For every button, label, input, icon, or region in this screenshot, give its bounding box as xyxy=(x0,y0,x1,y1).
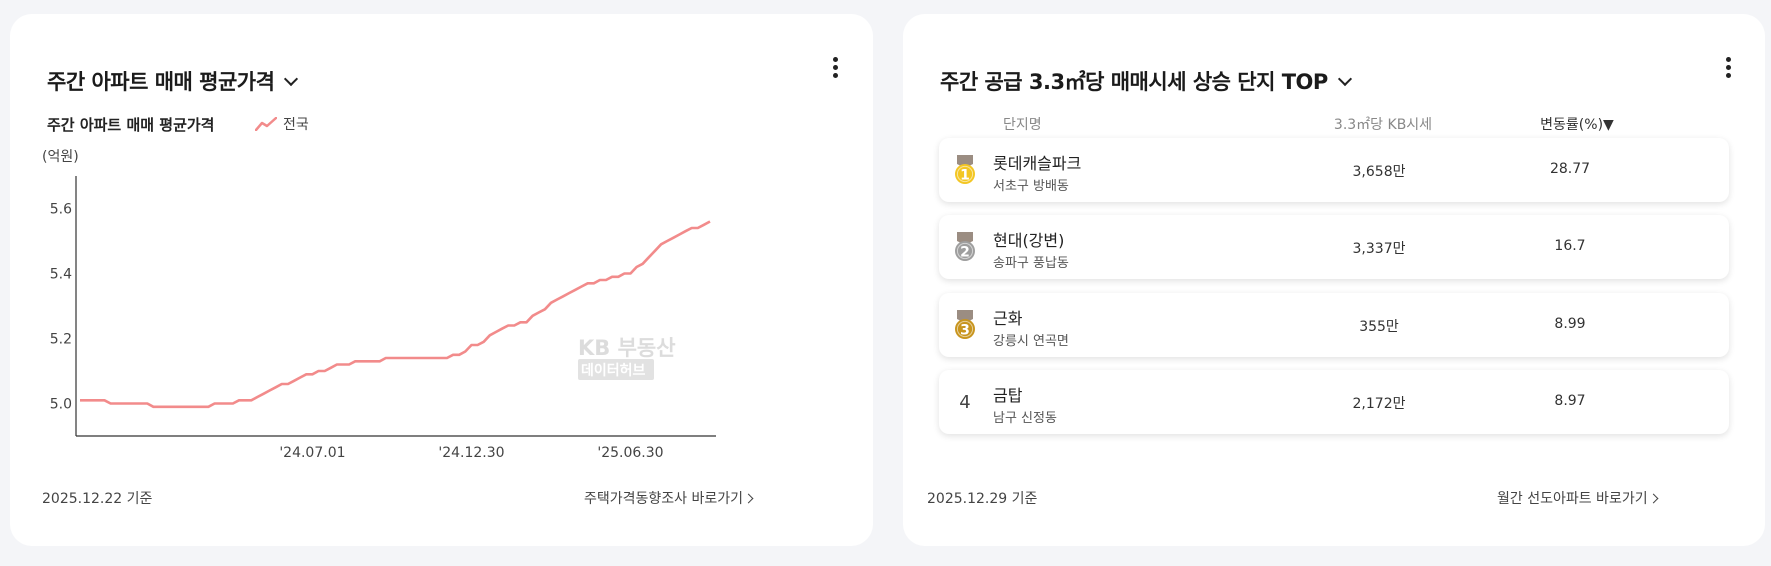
complex-address: 송파구 풍납동 xyxy=(993,256,1069,271)
complex-name: 롯데캐슬파크 xyxy=(993,154,1082,173)
column-header-name: 단지명 xyxy=(1003,117,1042,133)
gold-medal-icon: 1 xyxy=(955,155,975,184)
data-date: 2025.12.29 기준 xyxy=(927,491,1038,507)
rank-number: 3 xyxy=(960,323,970,339)
column-header-rate-sort[interactable]: 변동률(%)▼ xyxy=(1540,117,1614,133)
complex-name: 현대(강변) xyxy=(993,231,1065,250)
more-options-icon[interactable] xyxy=(1718,54,1738,84)
silver-medal-icon: 2 xyxy=(955,232,975,261)
complex-address: 남구 신정동 xyxy=(993,411,1057,426)
card-title-dropdown[interactable]: 주간 아파트 매매 평균가격 xyxy=(47,66,299,96)
chart-legend: 전국 xyxy=(255,114,309,134)
line-legend-icon xyxy=(255,117,277,131)
more-options-icon[interactable] xyxy=(825,54,845,84)
bronze-medal-icon: 3 xyxy=(955,310,975,339)
column-header-price: 3.3㎡당 KB시세 xyxy=(1333,117,1433,133)
x-tick-label: '24.07.01 xyxy=(279,445,345,461)
top-rising-complex-card: 주간 공급 3.3㎡당 매매시세 상승 단지 TOP 단지명 3.3㎡당 KB시… xyxy=(903,14,1765,546)
y-tick-label: 5.6 xyxy=(50,202,72,218)
weekly-price-card: 주간 아파트 매매 평균가격 주간 아파트 매매 평균가격 전국 (억원) KB… xyxy=(10,14,873,546)
chart-subtitle: 주간 아파트 매매 평균가격 xyxy=(47,116,215,134)
legend-label: 전국 xyxy=(283,117,309,133)
complex-price: 3,337만 xyxy=(1352,241,1406,257)
complex-name: 근화 xyxy=(993,309,1023,328)
chevron-right-icon xyxy=(743,493,754,504)
y-tick-label: 5.0 xyxy=(50,397,72,413)
watermark-line1: KB 부동산 xyxy=(578,336,676,360)
complex-change-rate: 8.99 xyxy=(1554,316,1586,332)
y-tick-label: 5.4 xyxy=(50,267,72,283)
complex-price: 355만 xyxy=(1359,319,1399,335)
card-title-dropdown[interactable]: 주간 공급 3.3㎡당 매매시세 상승 단지 TOP xyxy=(940,66,1352,96)
rank-number: 4 xyxy=(959,392,971,413)
complex-change-rate: 16.7 xyxy=(1554,238,1586,254)
complex-price: 3,658만 xyxy=(1352,164,1406,180)
series-line-national xyxy=(80,220,711,409)
link-label: 월간 선도아파트 바로가기 xyxy=(1497,491,1648,507)
complex-change-rate: 8.97 xyxy=(1554,393,1586,409)
complex-row[interactable]: 3 근화 강릉시 연곡면 355만 8.99 xyxy=(939,293,1729,357)
price-line-chart: (억원) KB 부동산 데이터허브 5.0 5.2 5.4 5.6 '24.07.01… xyxy=(42,149,716,461)
leading-apartment-link[interactable]: 월간 선도아파트 바로가기 xyxy=(1497,488,1659,508)
chevron-down-icon xyxy=(1337,71,1352,87)
complex-name: 금탑 xyxy=(993,386,1023,405)
rank-number: 2 xyxy=(960,245,970,261)
complex-address: 서초구 방배동 xyxy=(993,179,1069,194)
watermark-line2: 데이터허브 xyxy=(581,362,646,379)
data-date: 2025.12.22 기준 xyxy=(42,491,153,507)
y-tick-label: 5.2 xyxy=(50,332,72,348)
x-tick-label: '24.12.30 xyxy=(438,445,504,461)
housing-survey-link[interactable]: 주택가격동향조사 바로가기 xyxy=(584,488,754,508)
complex-change-rate: 28.77 xyxy=(1549,161,1591,177)
complex-address: 강릉시 연곡면 xyxy=(993,334,1069,349)
complex-row[interactable]: 1 롯데캐슬파크 서초구 방배동 3,658만 28.77 xyxy=(939,138,1729,202)
rank-number: 1 xyxy=(960,168,970,184)
link-label: 주택가격동향조사 바로가기 xyxy=(584,491,744,507)
x-tick-label: '25.06.30 xyxy=(597,445,663,461)
chevron-right-icon xyxy=(1648,493,1659,504)
complex-row[interactable]: 4 금탑 남구 신정동 2,172만 8.97 xyxy=(939,370,1729,434)
y-axis-unit-label: (억원) xyxy=(42,149,79,165)
complex-row[interactable]: 2 현대(강변) 송파구 풍납동 3,337만 16.7 xyxy=(939,215,1729,279)
card-title-text: 주간 공급 3.3㎡당 매매시세 상승 단지 TOP xyxy=(940,70,1328,94)
complex-price: 2,172만 xyxy=(1352,396,1406,412)
card-title-text: 주간 아파트 매매 평균가격 xyxy=(47,70,275,94)
kb-watermark: KB 부동산 데이터허브 xyxy=(578,336,676,380)
